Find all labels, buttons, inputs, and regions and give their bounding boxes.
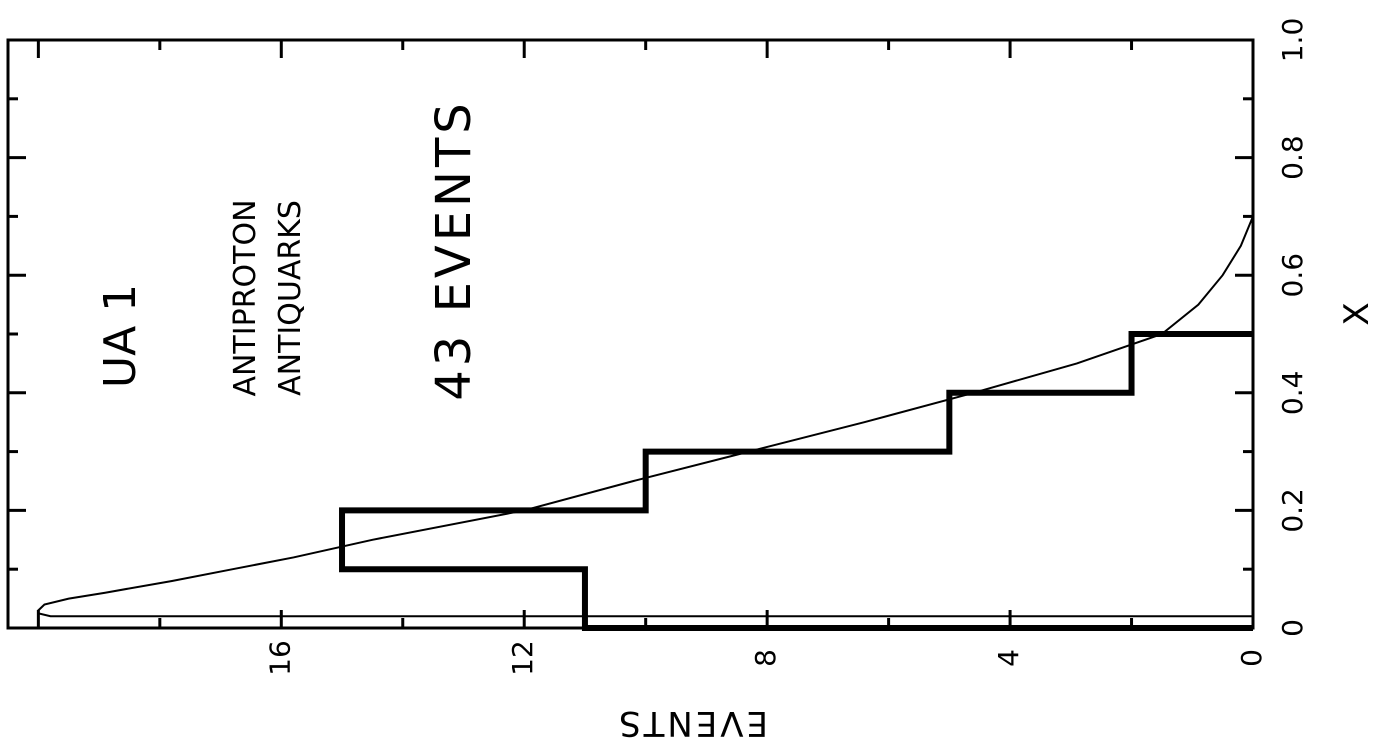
annotation-line1: ANTIPROTON	[228, 199, 263, 396]
x-tick-label: 0.6	[1276, 253, 1309, 298]
ylabel: EVENTS	[616, 703, 768, 743]
annotation-experiment: UA 1	[95, 284, 146, 388]
plot-frame	[6, 38, 1255, 630]
histogram-bin	[646, 452, 1253, 511]
x-tick-label: 0.4	[1276, 371, 1309, 416]
histogram-outline	[339, 331, 1253, 631]
histogram-bin	[949, 393, 1253, 452]
histogram-bin	[585, 569, 1253, 628]
fit-curve	[37, 216, 1254, 618]
annotation-count: 43 EVENTS	[426, 99, 482, 401]
histogram-bin	[1132, 334, 1253, 393]
x-tick-label: 0	[1276, 619, 1309, 637]
xlabel: X	[1337, 302, 1377, 325]
y-tick-label: 16	[263, 640, 296, 676]
x-tick-label: 0.8	[1276, 135, 1309, 180]
annotation-line2: ANTIQUARKS	[273, 200, 308, 396]
y-tick-label: 0	[1235, 649, 1268, 667]
y-tick-label: 12	[506, 640, 539, 676]
y-tick-label: 4	[992, 649, 1025, 667]
x-tick-label: 0.2	[1276, 488, 1309, 533]
x-tick-label: 1.0	[1276, 18, 1309, 63]
y-tick-label: 8	[749, 649, 782, 667]
